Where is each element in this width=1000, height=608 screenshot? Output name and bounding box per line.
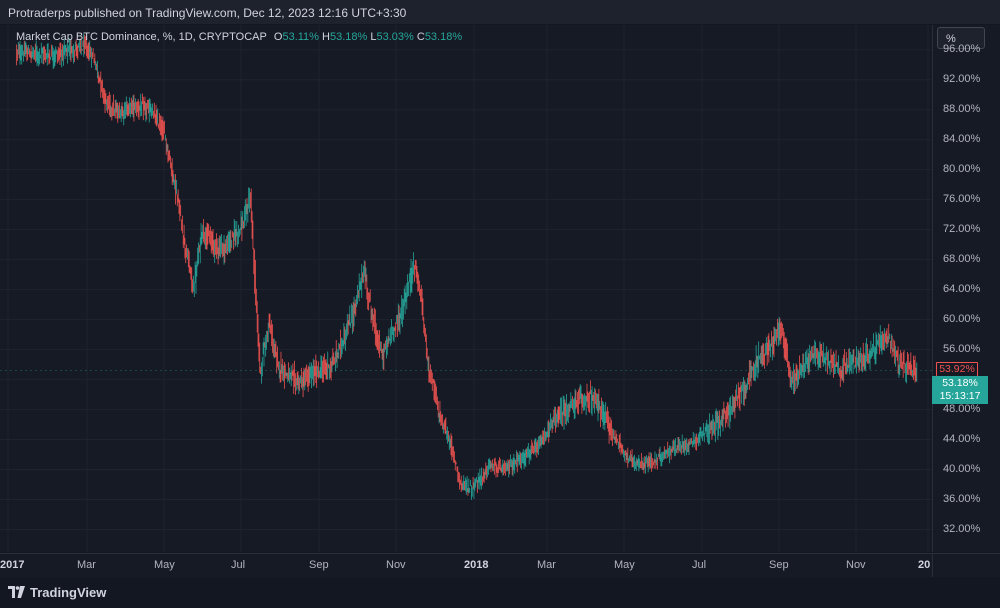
price-tick-label: 84.00% [943, 132, 981, 145]
price-tick-label: 80.00% [943, 162, 981, 175]
price-tick-label: 56.00% [943, 342, 981, 355]
price-tick-label: 72.00% [943, 222, 981, 235]
price-tick-label: 44.00% [943, 432, 981, 445]
time-tick-label: 2018 [464, 559, 489, 571]
current-price-tag: 53.18% 15:13:17 [932, 376, 988, 404]
candlestick-chart[interactable] [0, 25, 932, 552]
time-tick-label: May [154, 559, 175, 571]
publish-header: Protraderps published on TradingView.com… [0, 0, 1000, 24]
current-price-value: 53.18% [942, 377, 978, 389]
time-tick-label: Mar [77, 559, 96, 571]
percent-scale-button[interactable]: % [937, 27, 985, 49]
bar-countdown: 15:13:17 [939, 390, 981, 402]
price-tick-label: 76.00% [943, 192, 981, 205]
time-tick-label: Nov [386, 559, 406, 571]
price-axis[interactable] [932, 25, 1000, 552]
footer: TradingView [0, 578, 1000, 608]
price-tick-label: 60.00% [943, 312, 981, 325]
time-tick-label: 20 [918, 559, 931, 571]
tradingview-brand: TradingView [30, 585, 107, 600]
chart-pane[interactable] [0, 25, 932, 552]
time-tick-label: Sep [769, 559, 789, 571]
time-tick-label: Jul [231, 559, 246, 571]
time-tick-label: Sep [309, 559, 329, 571]
legend-low-value: 53.03% [376, 31, 414, 43]
price-tick-label: 88.00% [943, 102, 981, 115]
time-tick-label: 2017 [0, 559, 25, 571]
price-tick-label: 68.00% [943, 252, 981, 265]
legend-open-value: 53.11% [282, 31, 319, 43]
legend-close-value: 53.18% [424, 31, 463, 43]
tradingview-logo-icon [8, 586, 25, 598]
price-tick-label: 36.00% [943, 492, 981, 505]
time-tick-label: Mar [537, 559, 556, 571]
time-tick-label: Nov [846, 559, 866, 571]
price-tick-label: 40.00% [943, 462, 981, 475]
legend-low-label: L [370, 31, 377, 43]
legend-high-label: H [322, 31, 330, 43]
legend-high-value: 53.18% [329, 31, 368, 43]
legend-close-label: C [416, 31, 425, 43]
price-tick-label: 92.00% [943, 72, 981, 85]
legend-open-label: O [273, 31, 283, 43]
time-tick-label: Jul [692, 559, 707, 571]
price-tick-label: 48.00% [943, 402, 981, 415]
symbol-legend: Market Cap BTC Dominance, %, 1D, CRYPTOC… [16, 31, 462, 43]
last-price-tag: 53.92% [936, 362, 978, 377]
price-tick-label: 96.00% [943, 42, 981, 55]
axis-corner [932, 553, 1000, 577]
legend-symbol: Market Cap BTC Dominance, %, 1D, CRYPTOC… [16, 31, 267, 43]
price-tick-label: 64.00% [943, 282, 981, 295]
time-tick-label: May [614, 559, 635, 571]
publish-text: Protraderps published on TradingView.com… [8, 6, 407, 20]
price-tick-label: 32.00% [943, 522, 981, 535]
time-axis[interactable]: 2017 Mar May Jul Sep Nov 2018 Mar May Jul Sep Nov 20 [0, 553, 932, 578]
